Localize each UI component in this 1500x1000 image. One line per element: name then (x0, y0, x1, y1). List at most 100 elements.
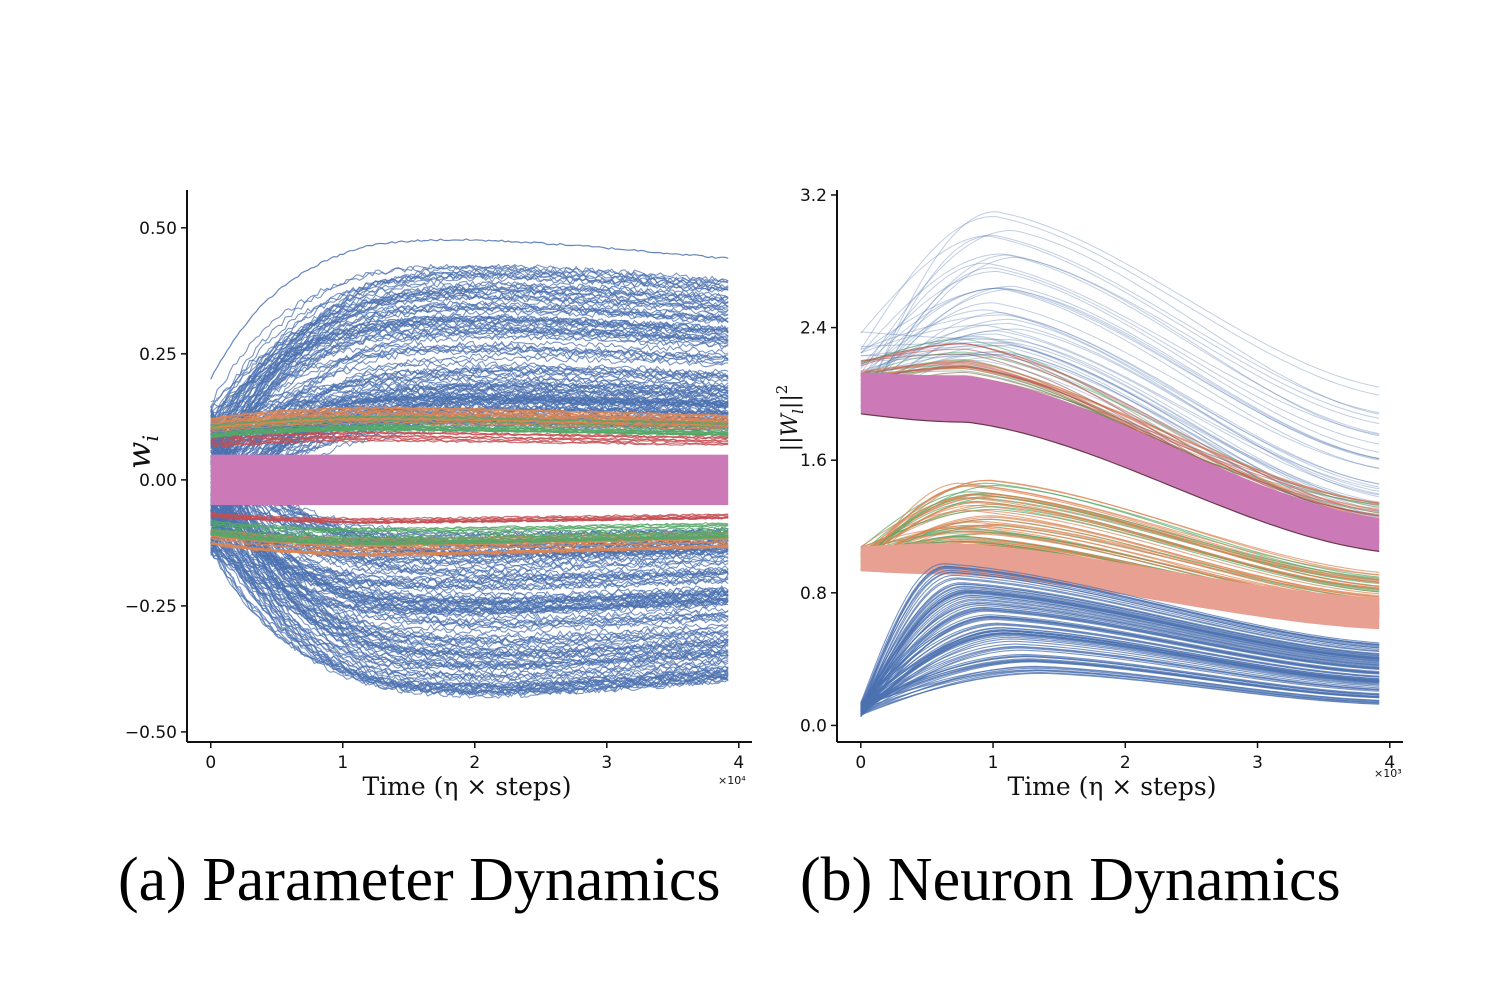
parameter-line-green (210, 520, 729, 531)
neuron-line-lower (860, 647, 1380, 717)
parameter-line-orange (210, 419, 729, 431)
parameter-line-blue (210, 263, 729, 426)
neuron-y-tick-label: 1.6 (800, 451, 827, 471)
neuron-line-upper-spread (860, 288, 1380, 460)
neuron-x-tick-label: 3 (1252, 753, 1263, 773)
neuron-line-lower (860, 599, 1380, 717)
neuron-line-upper-spread (860, 309, 1380, 485)
parameter-y-tick-label: 0.25 (139, 345, 177, 365)
parameter-line-blue (210, 497, 729, 656)
parameter-line-blue (210, 360, 729, 446)
parameter-line-blue (210, 318, 729, 457)
parameter-line-blue (210, 427, 729, 682)
parameter-line-blue (210, 501, 729, 658)
neuron-band-middle (860, 543, 1380, 630)
neuron-line-middle-spread (860, 495, 1380, 587)
parameter-line-blue (210, 511, 729, 697)
neuron-line-upper-mixed (860, 366, 1380, 517)
neuron-line-lower (860, 566, 1380, 710)
neuron-line-upper-spread (860, 287, 1380, 461)
parameter-line-green (210, 414, 729, 426)
neuron-line-lower (860, 606, 1380, 712)
neuron-line-lower (860, 593, 1380, 712)
parameter-line-orange (210, 537, 729, 552)
neuron-line-lower (860, 577, 1380, 714)
caption-a: (a) Parameter Dynamics (118, 846, 721, 914)
neuron-line-lower (860, 671, 1380, 715)
neuron-line-lower (860, 659, 1380, 704)
parameter-line-blue (210, 509, 729, 680)
parameter-line-green (210, 419, 729, 431)
neuron-y-tick-label: 0.8 (800, 584, 827, 604)
neuron-line-lower (860, 574, 1380, 712)
neuron-line-upper-mixed (860, 343, 1380, 514)
neuron-line-middle-spread (860, 508, 1380, 593)
parameter-line-green (210, 423, 729, 435)
neuron-line-lower (860, 591, 1380, 716)
parameter-x-tick-label: 4 (733, 753, 744, 773)
parameter-line-green (210, 526, 729, 539)
neuron-line-lower (860, 609, 1380, 712)
parameter-line-blue (210, 345, 729, 457)
neuron-line-upper-spread (860, 229, 1380, 415)
parameter-line-blue (210, 264, 729, 403)
neuron-line-upper-spread (860, 335, 1380, 503)
parameter-line-green (210, 522, 729, 533)
parameter-y-tick-label: −0.25 (125, 597, 177, 617)
parameter-line-red (210, 439, 729, 449)
neuron-line-upper-spread (860, 330, 1380, 496)
parameter-line-red (210, 431, 729, 441)
parameter-line-blue (210, 514, 729, 670)
svg-text:||Wl||2: ||Wl||2 (773, 385, 807, 452)
parameter-line-blue (210, 373, 729, 462)
neuron-y-label-tail: || (778, 394, 803, 409)
parameter-y-label-main: w (120, 442, 158, 469)
parameter-line-blue (210, 459, 729, 605)
neuron-line-upper-spread (860, 270, 1380, 453)
parameter-y-label-sub: i (139, 435, 163, 442)
neuron-line-lower (860, 605, 1380, 711)
parameter-line-blue (210, 463, 729, 663)
neuron-trajectories (860, 211, 1380, 718)
parameter-line-orange (210, 535, 729, 548)
neuron-line-lower (860, 594, 1380, 711)
parameter-line-green (210, 427, 729, 438)
neuron-line-lower (860, 582, 1380, 715)
neuron-line-middle-spread (860, 516, 1380, 601)
neuron-line-lower (860, 635, 1380, 710)
neuron-line-lower (860, 667, 1380, 713)
parameter-line-orange (210, 542, 729, 558)
neuron-line-lower (860, 627, 1380, 710)
neuron-line-lower (860, 586, 1380, 711)
neuron-line-lower (860, 601, 1380, 711)
neuron-line-middle-spread (860, 518, 1380, 603)
neuron-line-lower (860, 569, 1380, 712)
caption-b: (b) Neuron Dynamics (800, 846, 1341, 914)
neuron-line-lower (860, 632, 1380, 704)
parameter-line-blue (210, 395, 729, 438)
parameter-y-label: wi (120, 435, 163, 469)
neuron-line-middle-spread (860, 501, 1380, 590)
neuron-line-lower (860, 643, 1380, 709)
neuron-line-upper-spread (860, 285, 1380, 459)
neuron-line-upper-spread (860, 235, 1380, 419)
neuron-line-upper-spread (860, 211, 1380, 410)
neuron-line-lower (860, 563, 1380, 703)
neuron-band-upper (860, 372, 1380, 552)
parameter-line-blue (210, 303, 729, 412)
parameter-line-blue (210, 306, 729, 472)
neuron-line-upper-mixed (860, 367, 1380, 504)
parameter-line-red (210, 511, 729, 521)
parameter-y-tick-label: −0.50 (125, 723, 177, 743)
parameter-line-green (210, 524, 729, 536)
parameter-x-tick-label: 3 (601, 753, 612, 773)
neuron-x-multiplier: ×10³ (1374, 767, 1402, 780)
neuron-y-label-sup: 2 (773, 385, 791, 395)
neuron-line-upper-spread (860, 322, 1380, 492)
neuron-line-lower (860, 610, 1380, 715)
parameter-line-blue (210, 415, 729, 690)
parameter-line-blue (210, 534, 729, 671)
parameter-line-blue (210, 424, 729, 660)
parameter-line-red (210, 434, 729, 443)
